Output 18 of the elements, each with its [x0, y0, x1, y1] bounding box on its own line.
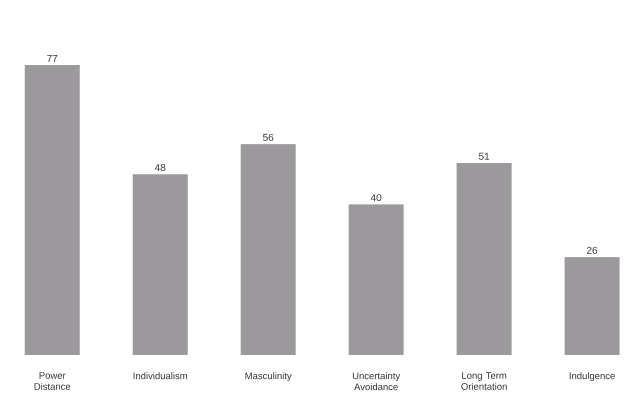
- x-tick-label: Long Term Orientation: [461, 372, 507, 390]
- x-tick-label: Power Distance: [34, 372, 70, 390]
- data-label: 40: [370, 194, 382, 202]
- bar: [456, 162, 512, 356]
- x-tick-label: Indulgence: [570, 372, 615, 382]
- bar: [348, 204, 404, 356]
- bar: [240, 144, 296, 356]
- data-label: 77: [47, 54, 58, 62]
- bar: [24, 65, 80, 356]
- data-label: 48: [154, 164, 166, 172]
- bar: [564, 257, 620, 356]
- x-tick-label: Masculinity: [245, 372, 292, 382]
- x-tick-label: Individualism: [134, 372, 188, 380]
- x-tick-label: Uncertainty Avoidance: [352, 372, 400, 390]
- data-label: 26: [587, 246, 598, 254]
- bar: [132, 174, 188, 356]
- data-label: 51: [478, 152, 490, 160]
- data-label: 56: [263, 134, 274, 141]
